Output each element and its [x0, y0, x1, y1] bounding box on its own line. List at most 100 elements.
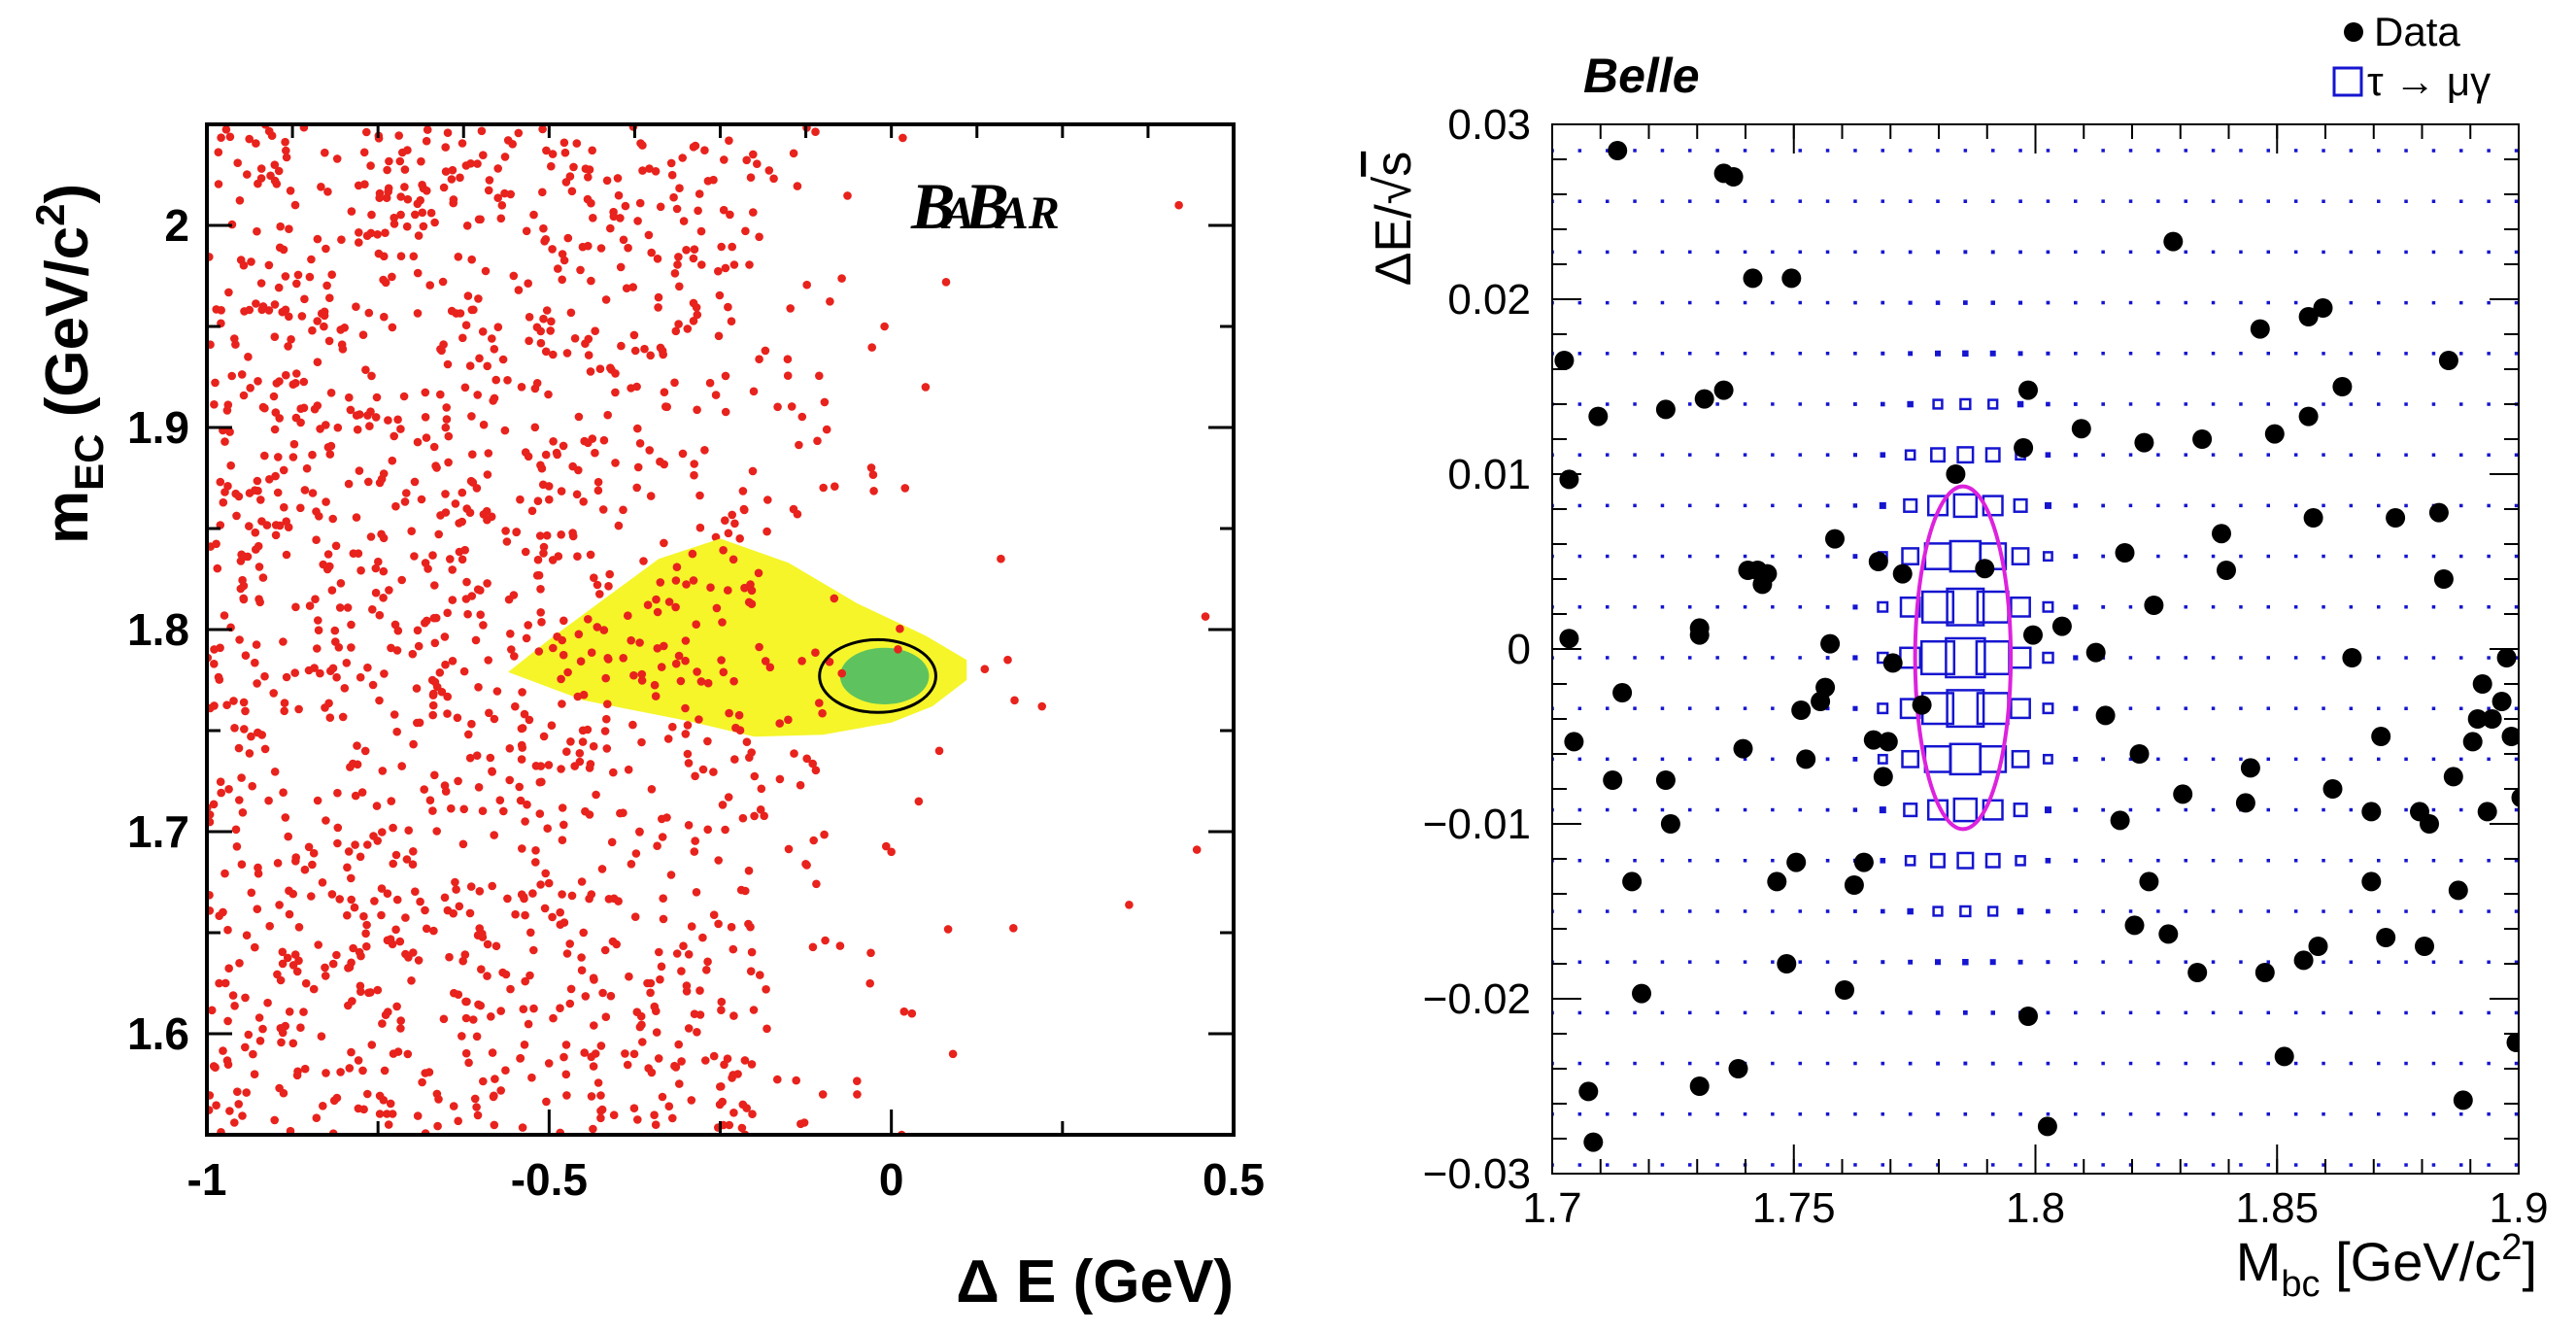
belle-mc-box [1633, 859, 1637, 863]
belle-mc-box [1903, 497, 1918, 513]
belle-mc-box [2184, 757, 2187, 762]
belle-mc-box [1962, 350, 1969, 358]
belle-mc-box [2128, 503, 2133, 508]
babar-data-point [254, 1013, 264, 1022]
belle-data-point [2472, 674, 2492, 694]
belle-data-point [1786, 852, 1807, 872]
babar-data-point [1003, 655, 1012, 665]
babar-data-point [682, 981, 692, 990]
belle-mc-box [2128, 352, 2133, 356]
babar-data-point [356, 987, 365, 996]
babar-data-point [689, 576, 698, 585]
babar-data-point [695, 491, 704, 500]
babar-data-point [214, 180, 223, 188]
babar-data-point [441, 167, 451, 176]
babar-data-point [718, 618, 727, 627]
belle-mc-box [2404, 554, 2408, 559]
belle-mc-box [1743, 199, 1747, 203]
babar-data-point [328, 959, 338, 969]
babar-data-point [458, 488, 467, 497]
belle-mc-box [2042, 600, 2054, 613]
babar-data-point [474, 294, 483, 303]
babar-data-point [230, 1118, 239, 1127]
babar-data-point [689, 254, 698, 263]
belle-mc-box [1660, 199, 1665, 203]
belle-mc-box [2349, 554, 2354, 559]
belle-data-point [2386, 508, 2406, 528]
belle-mc-box [2266, 250, 2270, 255]
belle-mc-box [1633, 960, 1637, 964]
babar-data-point [786, 304, 795, 313]
belle-data-point [1554, 351, 1575, 370]
belle-mc-box [2266, 909, 2270, 913]
belle-data-point [1559, 469, 1579, 490]
babar-data-point [272, 379, 282, 388]
belle-mc-box [1881, 351, 1885, 356]
belle-mc-box [1633, 706, 1637, 710]
babar-data-point [264, 126, 274, 136]
babar-data-point [548, 245, 557, 254]
belle-data-point [2453, 1090, 2473, 1110]
belle-data-point [1757, 564, 1778, 584]
babar-data-point [484, 656, 493, 665]
belle-mc-box [1771, 453, 1775, 457]
babar-data-point [309, 984, 319, 994]
babar-data-point [622, 284, 631, 293]
babar-data-point [464, 1058, 473, 1068]
belle-data-point [2313, 298, 2333, 318]
babar-data-point [384, 416, 392, 425]
belle-mc-box [2211, 1112, 2216, 1116]
belle-mc-box [2101, 604, 2106, 609]
babar-data-point [379, 594, 388, 602]
babar-data-point [264, 260, 274, 270]
babar-data-point [898, 133, 907, 143]
belle-mc-box [2459, 402, 2463, 406]
belle-mc-box [1825, 1061, 1830, 1066]
babar-data-point [567, 187, 577, 196]
belle-mc-box [1606, 503, 1610, 508]
babar-data-point [452, 885, 460, 894]
babar-data-point [755, 355, 763, 364]
belle-mc-box [2377, 909, 2381, 913]
belle-data-point [2415, 937, 2434, 956]
belle-mc-box [2156, 250, 2160, 255]
babar-data-point [351, 840, 359, 849]
babar-data-point [549, 643, 558, 653]
babar-data-point [240, 552, 249, 562]
belle-mc-box [1936, 1061, 1940, 1066]
babar-data-point [693, 310, 702, 320]
babar-data-point [323, 550, 333, 559]
babar-data-point [709, 175, 718, 185]
babar-data-point [418, 208, 427, 218]
belle-mc-box [1660, 807, 1665, 812]
babar-data-point [773, 402, 782, 412]
babar-data-point [321, 148, 329, 157]
babar-data-point [396, 425, 405, 433]
babar-data-point [730, 519, 739, 529]
babar-data-point [377, 910, 386, 920]
belle-mc-box [1743, 859, 1747, 863]
babar-data-point [866, 948, 875, 958]
babar-data-point [549, 1013, 558, 1023]
belle-mc-box [2045, 452, 2051, 458]
babar-data-point [429, 926, 438, 936]
belle-mc-box [1606, 352, 1610, 356]
babar-data-point [373, 230, 382, 239]
babar-data-point [483, 361, 492, 371]
belle-mc-box [2017, 351, 2023, 357]
babar-data-point [290, 668, 300, 677]
belle-mc-box [1825, 604, 1830, 609]
belle-mc-box [1825, 352, 1830, 356]
belle-mc-box [2293, 605, 2298, 609]
belle-mc-box [2322, 656, 2325, 660]
babar-data-point [646, 351, 655, 360]
babar-data-point [643, 600, 653, 609]
belle-mc-box [2377, 300, 2381, 305]
babar-data-point [596, 244, 606, 253]
belle-mc-box [2128, 909, 2133, 913]
babar-data-point [410, 477, 420, 487]
belle-mc-box [2349, 300, 2354, 305]
babar-data-point [637, 676, 647, 685]
babar-data-point [308, 450, 317, 460]
belle-mc-box [2349, 352, 2354, 356]
